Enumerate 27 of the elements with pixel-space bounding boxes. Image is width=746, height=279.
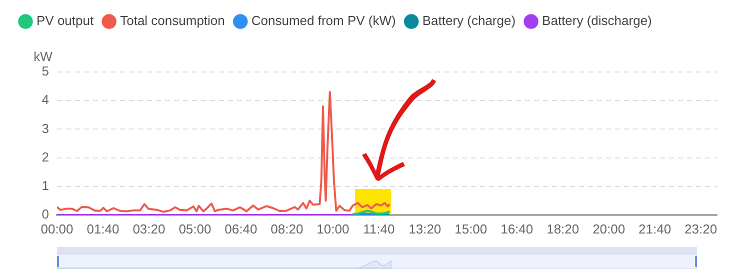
x-tick-label: 15:00 [454,221,488,236]
x-tick-label: 13:20 [408,221,442,236]
x-tick-label: 08:20 [270,221,304,236]
x-tick-label: 16:40 [500,221,534,236]
x-tick-label: 01:40 [86,221,120,236]
x-tick-label: 03:20 [132,221,166,236]
y-tick-label: 4 [42,92,49,108]
legend-label: Total consumption [120,13,225,28]
x-tick-label: 23:20 [684,221,718,236]
legend-label: PV output [36,13,94,28]
x-tick-label: 18:20 [546,221,580,236]
x-tick-label: 05:00 [178,221,212,236]
y-tick-label: 1 [42,178,49,193]
y-tick-label: 0 [42,206,49,222]
x-tick-label: 21:40 [638,221,672,236]
y-tick-label: 3 [42,120,49,136]
x-tick-label: 00:00 [40,221,74,236]
x-tick-label: 10:00 [316,221,350,236]
y-tick-label: 5 [42,64,49,79]
x-tick-label: 06:40 [224,221,258,236]
legend-label: Battery (charge) [422,13,516,28]
legend-label: Consumed from PV (kW) [251,13,396,28]
y-tick-label: 2 [42,149,49,164]
legend-label: Battery (discharge) [542,13,652,28]
x-tick-label: 20:00 [592,221,626,236]
x-tick-label: 11:40 [363,221,395,236]
y-axis-title: kW [34,49,54,64]
